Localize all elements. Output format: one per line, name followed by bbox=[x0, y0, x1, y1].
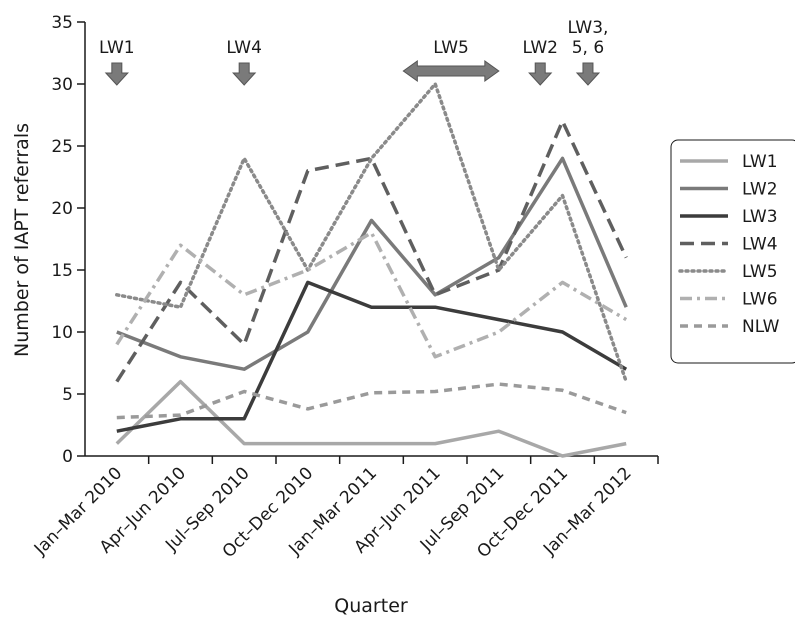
series-line-lw3 bbox=[116, 280, 628, 433]
down-arrow-icon bbox=[528, 62, 553, 86]
annotation-label: LW2 bbox=[522, 38, 558, 58]
legend: LW1 LW2 LW3 LW4 LW5 LW6 NLW bbox=[670, 139, 795, 364]
y-tick-label: 25 bbox=[51, 137, 73, 157]
annotation-label: LW4 bbox=[226, 38, 262, 58]
series-line-lw5 bbox=[115, 82, 628, 384]
legend-label: NLW bbox=[742, 317, 780, 337]
down-arrow-icon bbox=[232, 62, 257, 86]
down-arrow-icon bbox=[104, 62, 129, 86]
annotation-label: LW1 bbox=[99, 38, 135, 58]
legend-label: LW6 bbox=[742, 290, 778, 310]
legend-label: LW5 bbox=[742, 262, 778, 282]
annotation-label: LW3, bbox=[567, 18, 608, 38]
annotation-label: LW5 bbox=[433, 38, 469, 58]
y-tick-label: 5 bbox=[62, 385, 73, 405]
legend-box bbox=[670, 139, 795, 364]
series-line-nlw bbox=[116, 382, 627, 420]
legend-label: LW1 bbox=[742, 152, 778, 172]
down-arrow-icon bbox=[575, 62, 601, 86]
double-arrow-icon bbox=[402, 60, 500, 82]
x-axis-label: Quarter bbox=[334, 595, 408, 617]
legend-label: LW4 bbox=[742, 235, 778, 255]
series-line-lw1 bbox=[115, 379, 627, 458]
series-lines bbox=[115, 82, 628, 458]
legend-label: LW3 bbox=[742, 207, 778, 227]
series-line-lw2 bbox=[116, 156, 628, 371]
y-tick-label: 15 bbox=[51, 261, 73, 281]
y-ticks: 0 5 10 15 20 25 30 35 bbox=[51, 13, 85, 467]
legend-label: LW2 bbox=[742, 180, 778, 200]
series-line-lw6 bbox=[115, 231, 628, 359]
y-tick-label: 10 bbox=[51, 323, 73, 343]
y-tick-label: 30 bbox=[51, 75, 73, 95]
annotations: LW1 LW4 LW5 LW2 LW3,5, 6 bbox=[99, 18, 608, 86]
y-tick-label: 0 bbox=[62, 447, 73, 467]
y-tick-label: 35 bbox=[51, 13, 73, 33]
series-line-lw4 bbox=[115, 119, 628, 383]
y-tick-label: 20 bbox=[51, 199, 73, 219]
y-axis-label: Number of IAPT referrals bbox=[11, 123, 33, 357]
annotation-label-line2: 5, 6 bbox=[572, 38, 604, 58]
